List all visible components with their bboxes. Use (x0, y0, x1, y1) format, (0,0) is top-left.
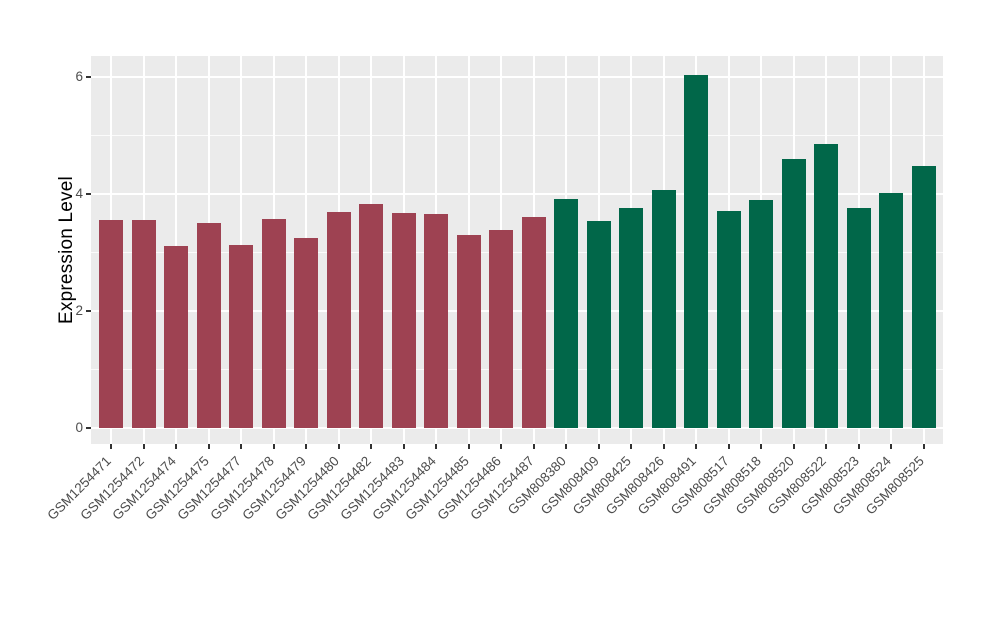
y-tick-label: 0 (75, 420, 83, 436)
x-tick (597, 444, 600, 449)
x-tick (695, 444, 697, 449)
major-gridline (91, 309, 943, 312)
x-tick (760, 444, 762, 449)
y-tick-label: 6 (75, 68, 83, 84)
x-tick (467, 444, 470, 449)
y-tick-label: 4 (75, 185, 83, 201)
bar-GSM808520 (781, 158, 806, 429)
bar-GSM1254485 (456, 234, 481, 429)
x-tick (857, 444, 860, 449)
x-tick (792, 444, 795, 449)
bar-GSM808409 (586, 221, 611, 429)
bar-GSM1254483 (391, 213, 416, 429)
bar-GSM1254484 (424, 213, 448, 429)
bar-GSM808517 (716, 210, 741, 429)
y-tick (86, 75, 91, 78)
plot-panel (91, 56, 943, 444)
x-tick (630, 444, 632, 449)
bar-GSM1254471 (99, 219, 123, 429)
x-tick (337, 444, 340, 449)
x-tick (305, 444, 307, 449)
bar-GSM808380 (554, 199, 578, 429)
x-tick (825, 444, 827, 449)
bar-GSM808518 (749, 200, 773, 429)
bar-GSM1254482 (359, 203, 383, 429)
x-tick (272, 444, 275, 449)
bar-GSM808426 (651, 190, 676, 429)
bar-GSM808523 (846, 207, 871, 429)
minor-gridline (91, 134, 943, 136)
x-tick (890, 444, 892, 449)
x-tick (565, 444, 567, 449)
x-tick (500, 444, 502, 449)
bar-GSM1254477 (229, 245, 253, 429)
bar-GSM808525 (911, 165, 936, 429)
x-tick (922, 444, 925, 449)
major-gridline (91, 75, 943, 78)
x-tick (110, 444, 112, 449)
bar-GSM808524 (879, 192, 903, 429)
major-gridline (91, 427, 943, 430)
bar-GSM808522 (814, 143, 838, 429)
minor-gridline (91, 251, 943, 253)
y-tick (86, 309, 91, 312)
x-tick (370, 444, 372, 449)
bar-GSM1254475 (196, 223, 221, 429)
y-tick-label: 2 (75, 302, 83, 318)
bar-GSM1254479 (294, 237, 318, 429)
bar-GSM1254478 (261, 218, 286, 429)
y-tick (86, 192, 91, 195)
x-tick (662, 444, 665, 449)
x-tick (402, 444, 405, 449)
minor-gridline (91, 369, 943, 371)
bar-GSM1254487 (521, 217, 546, 429)
x-tick (240, 444, 242, 449)
x-tick (435, 444, 437, 449)
bar-GSM808425 (619, 208, 643, 429)
bar-GSM1254480 (326, 212, 351, 429)
bar-GSM1254472 (131, 219, 156, 429)
x-tick (727, 444, 730, 449)
x-tick (207, 444, 210, 449)
bar-GSM1254486 (489, 230, 513, 429)
bar-GSM1254474 (164, 245, 188, 429)
x-tick (532, 444, 535, 449)
x-tick (175, 444, 177, 449)
major-gridline (91, 192, 943, 195)
bar-GSM808491 (684, 74, 708, 429)
x-tick (142, 444, 145, 449)
y-tick (86, 427, 91, 430)
